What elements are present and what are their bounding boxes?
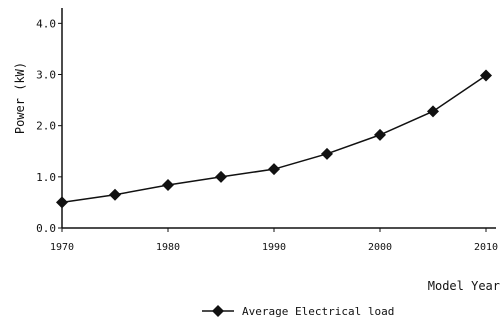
data-point-1970 [56,196,68,209]
x-tick-label: 2000 [368,242,392,253]
y-tick-label: 0.0 [36,222,56,235]
x-tick-label: 1990 [262,242,286,253]
y-tick-label: 1.0 [36,171,56,184]
data-point-1985 [215,170,227,183]
legend-label: Average Electrical load [242,305,394,318]
data-point-1975 [109,188,121,201]
data-point-1995 [321,147,333,160]
data-point-2000 [374,128,386,141]
series-line [61,74,487,204]
y-axis-label: Power (kW) [13,62,27,134]
x-tick-label: 1980 [156,242,180,253]
axes [61,8,496,229]
data-point-2005 [427,105,439,118]
y-tick-label: 3.0 [36,69,56,82]
legend-marker-diamond [212,305,224,317]
x-ticks: 1970 1980 1990 2000 2010 [50,228,498,253]
x-tick-label: 1970 [50,242,74,253]
y-ticks: 0.0 1.0 2.0 3.0 4.0 [36,17,62,235]
y-tick-label: 4.0 [36,17,56,30]
data-point-1990 [268,163,280,176]
data-point-2010 [480,69,492,82]
y-tick-label: 2.0 [36,120,56,133]
data-point-1980 [162,179,174,192]
x-tick-label: 2010 [474,242,498,253]
x-axis-label: Model Year [428,279,500,293]
legend: Average Electrical load [202,305,394,318]
series-group [56,69,492,209]
